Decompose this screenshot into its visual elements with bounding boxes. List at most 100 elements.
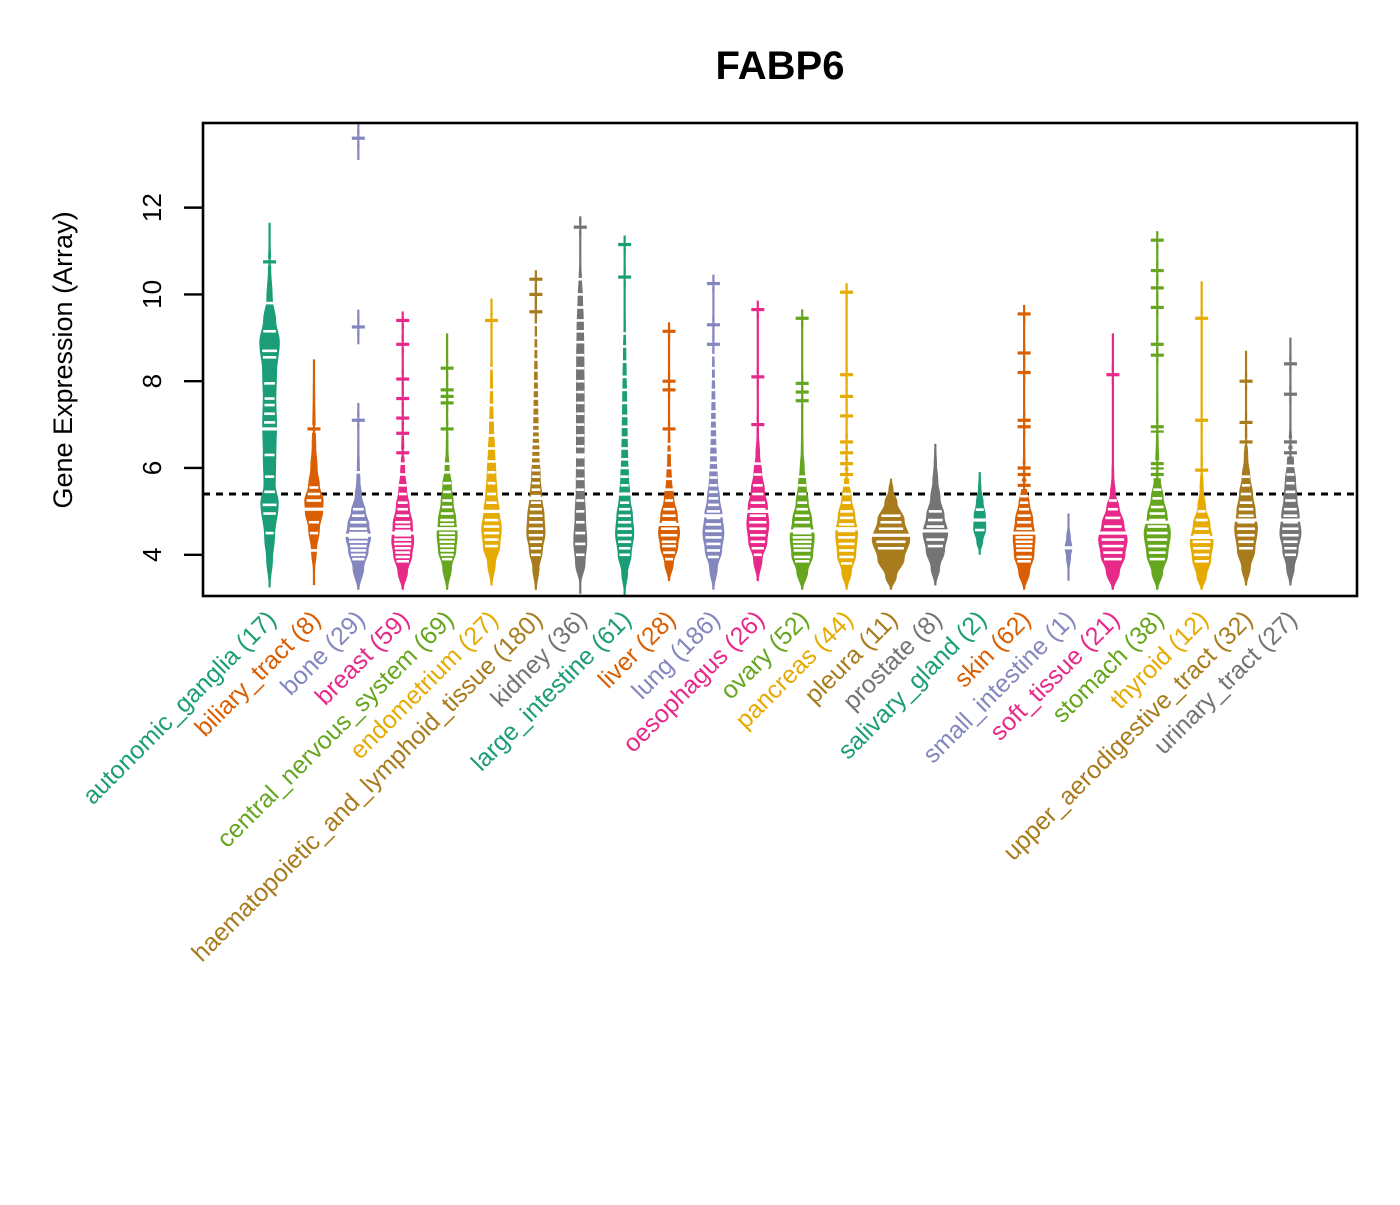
y-axis: 4 6 8 10 12 bbox=[137, 193, 203, 562]
violin-central_nervous_system bbox=[436, 333, 458, 590]
average-line bbox=[1145, 520, 1170, 524]
data-tick bbox=[439, 540, 455, 544]
data-tick bbox=[705, 529, 722, 533]
data-tick bbox=[618, 540, 632, 544]
outlier-tick bbox=[1017, 312, 1031, 316]
data-tick bbox=[576, 353, 585, 357]
outlier-tick bbox=[351, 136, 365, 140]
data-tick bbox=[483, 525, 500, 528]
data-tick bbox=[753, 462, 762, 465]
data-tick bbox=[354, 471, 363, 474]
data-tick bbox=[1237, 533, 1255, 537]
violin-small_intestine bbox=[1063, 513, 1074, 581]
data-tick bbox=[576, 293, 585, 296]
violin-breast bbox=[391, 311, 415, 590]
y-tick-label-6: 6 bbox=[137, 461, 167, 475]
outlier-tick bbox=[1106, 373, 1120, 377]
data-tick bbox=[397, 507, 409, 511]
outlier-tick bbox=[307, 427, 321, 431]
y-axis-label: Gene Expression (Array) bbox=[48, 211, 78, 508]
data-tick bbox=[619, 546, 631, 550]
data-tick bbox=[396, 514, 410, 518]
outlier-tick bbox=[1195, 468, 1209, 472]
data-tick bbox=[576, 477, 585, 481]
data-tick bbox=[709, 418, 718, 422]
data-tick bbox=[620, 475, 629, 478]
data-tick bbox=[264, 412, 275, 416]
data-tick bbox=[709, 353, 718, 357]
data-tick bbox=[752, 492, 764, 496]
outlier-tick bbox=[662, 329, 676, 333]
chart-title: FABP6 bbox=[716, 44, 845, 88]
data-tick bbox=[398, 462, 407, 465]
data-tick bbox=[839, 555, 854, 559]
data-tick bbox=[752, 484, 763, 487]
data-tick bbox=[531, 336, 540, 340]
outlier-tick bbox=[840, 440, 854, 444]
data-tick bbox=[264, 490, 275, 494]
outlier-tick bbox=[440, 427, 454, 431]
outlier-tick bbox=[263, 260, 277, 264]
violin-urinary_tract bbox=[1279, 337, 1302, 586]
data-tick bbox=[531, 388, 540, 392]
data-tick bbox=[1020, 494, 1029, 498]
average-line bbox=[1012, 531, 1036, 535]
data-tick bbox=[749, 520, 767, 524]
data-tick bbox=[797, 501, 808, 505]
data-tick bbox=[395, 525, 411, 528]
outlier-tick bbox=[618, 242, 632, 247]
data-tick bbox=[530, 546, 542, 550]
data-tick bbox=[439, 523, 455, 526]
data-tick bbox=[531, 379, 540, 383]
outlier-tick bbox=[662, 427, 676, 431]
data-tick bbox=[619, 553, 630, 557]
data-tick bbox=[263, 512, 276, 515]
data-tick bbox=[528, 527, 544, 531]
data-tick bbox=[531, 481, 540, 485]
data-tick bbox=[665, 442, 674, 446]
outlier-tick bbox=[1150, 425, 1164, 429]
outlier-tick bbox=[662, 379, 676, 383]
outlier-tick bbox=[840, 373, 854, 377]
average-line bbox=[746, 509, 769, 513]
data-tick bbox=[394, 546, 411, 550]
outlier-tick bbox=[396, 396, 410, 401]
data-tick bbox=[709, 476, 718, 479]
data-tick bbox=[576, 319, 585, 322]
data-tick bbox=[794, 555, 811, 559]
outlier-tick bbox=[529, 292, 543, 297]
data-tick bbox=[708, 497, 719, 500]
violin-liver bbox=[658, 322, 681, 582]
data-tick bbox=[576, 277, 585, 281]
data-tick bbox=[487, 366, 496, 370]
data-tick bbox=[617, 533, 632, 537]
data-tick bbox=[709, 484, 718, 487]
data-tick bbox=[750, 540, 766, 544]
data-tick bbox=[838, 542, 855, 546]
data-tick bbox=[1239, 546, 1254, 550]
data-tick bbox=[975, 508, 984, 511]
violin-upper_aerodigestive_tract bbox=[1234, 350, 1258, 586]
data-tick bbox=[798, 492, 807, 496]
data-tick bbox=[1102, 544, 1124, 548]
data-tick bbox=[662, 544, 676, 548]
average-line bbox=[436, 527, 458, 531]
data-tick bbox=[576, 379, 585, 383]
data-tick bbox=[1237, 527, 1256, 531]
outlier-tick bbox=[1017, 466, 1031, 470]
outlier-tick bbox=[840, 472, 854, 477]
average-line bbox=[871, 533, 911, 537]
data-tick bbox=[575, 553, 585, 557]
violin-endometrium bbox=[481, 298, 502, 586]
data-tick bbox=[838, 523, 855, 526]
outlier-tick bbox=[396, 318, 410, 323]
data-tick bbox=[483, 531, 500, 535]
data-tick bbox=[709, 436, 718, 439]
violin-pancreas bbox=[834, 283, 859, 590]
data-tick bbox=[839, 549, 854, 552]
outlier-tick bbox=[529, 277, 543, 281]
data-tick bbox=[395, 520, 411, 524]
data-tick bbox=[350, 549, 367, 552]
data-tick bbox=[1016, 527, 1032, 531]
